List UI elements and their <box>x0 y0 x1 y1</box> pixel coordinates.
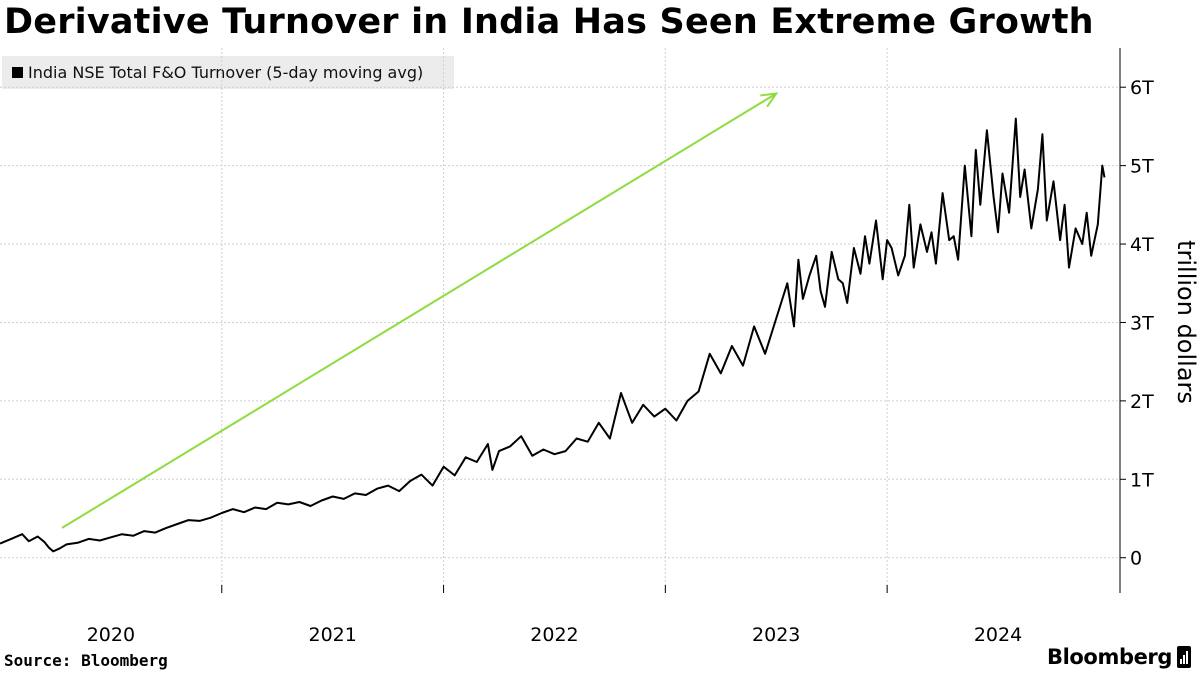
tick-labels: 0 1T 2T 3T 4T 5T 6T 2020 2021 2022 2023 2024 <box>87 77 1154 646</box>
bar-chart-icon <box>1177 646 1192 668</box>
y-tick-label: 0 <box>1130 548 1142 570</box>
x-tick-label: 2022 <box>530 624 578 646</box>
growth-arrow-line <box>61 92 777 529</box>
axes <box>221 48 1126 593</box>
series-line <box>0 117 1106 553</box>
brand-logo: Bloomberg <box>1047 645 1192 669</box>
y-tick-label: 1T <box>1130 469 1154 491</box>
legend-label: India NSE Total F&O Turnover (5-day movi… <box>28 63 424 82</box>
x-tick-label: 2024 <box>974 624 1022 646</box>
series-layer <box>0 117 1106 553</box>
legend-swatch <box>12 67 23 78</box>
chart-title: Derivative Turnover in India Has Seen Ex… <box>4 2 1094 42</box>
brand-name: Bloomberg <box>1047 645 1173 669</box>
grid-lines <box>0 48 1120 593</box>
growth-arrow-head <box>760 92 779 108</box>
y-tick-label: 5T <box>1130 156 1154 178</box>
source-note: Source: Bloomberg <box>4 651 168 670</box>
annotation-layer <box>61 92 779 529</box>
x-tick-label: 2021 <box>308 624 356 646</box>
y-axis-label: trillion dollars <box>1172 240 1200 404</box>
x-tick-label: 2020 <box>87 624 135 646</box>
y-tick-label: 3T <box>1130 312 1154 334</box>
x-tick-label: 2023 <box>752 624 800 646</box>
y-tick-label: 4T <box>1130 234 1154 256</box>
legend: India NSE Total F&O Turnover (5-day movi… <box>2 56 454 89</box>
y-tick-label: 2T <box>1130 391 1154 413</box>
y-tick-label: 6T <box>1130 77 1154 99</box>
